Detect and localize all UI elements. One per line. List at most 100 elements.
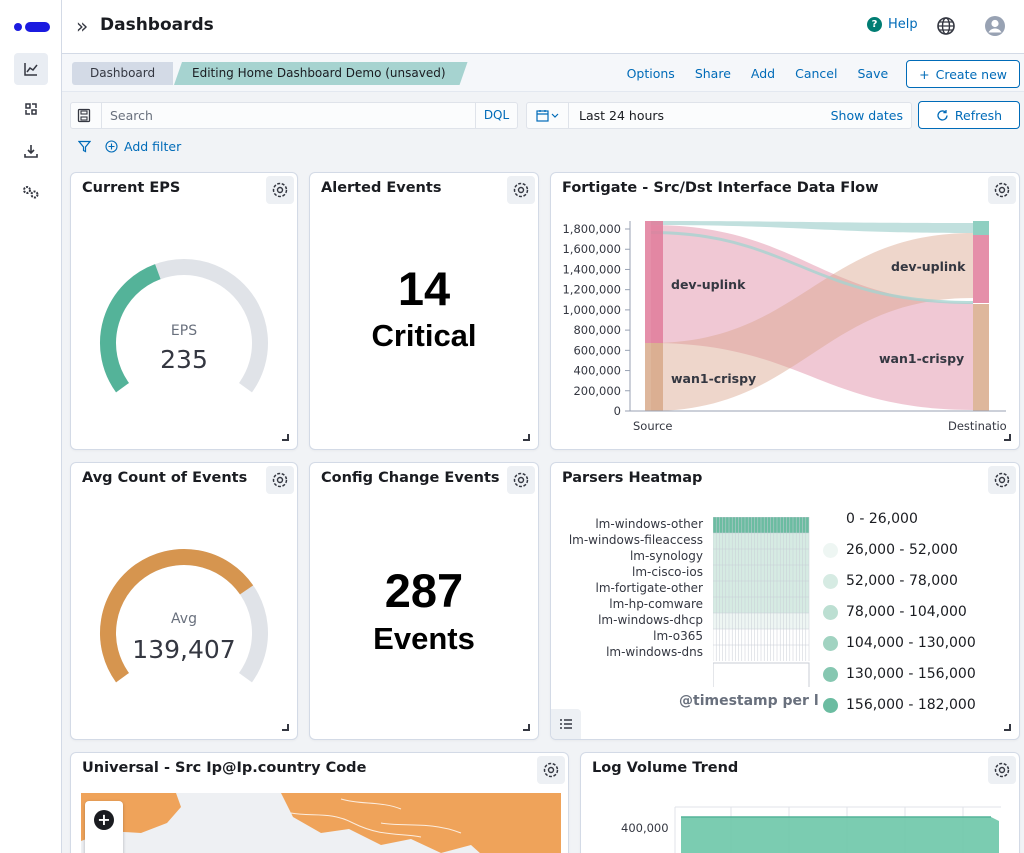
gauge-value: 235: [160, 345, 208, 374]
refresh-icon: [937, 109, 948, 121]
expand-nav-icon[interactable]: »: [76, 14, 89, 38]
y-tick-label: 1,000,000: [562, 303, 621, 317]
legend-label: 52,000 - 78,000: [846, 573, 958, 589]
panel-options-gear-icon[interactable]: [988, 466, 1016, 494]
panel-options-gear-icon[interactable]: [507, 176, 535, 204]
create-new-button[interactable]: + Create new: [906, 60, 1020, 88]
resize-handle[interactable]: [1004, 434, 1011, 441]
panel-options-gear-icon[interactable]: [537, 756, 565, 784]
query-language-button[interactable]: DQL: [475, 103, 517, 128]
nav-download-icon[interactable]: [14, 135, 48, 167]
y-tick-label: 400,000: [573, 364, 621, 378]
panel-avg-count: Avg Count of Events Avg 139,407: [70, 462, 298, 740]
legend-label: 104,000 - 130,000: [846, 635, 976, 651]
legend-item[interactable]: 26,000 - 52,000: [823, 542, 958, 558]
breadcrumb-editing: Editing Home Dashboard Demo (unsaved): [174, 62, 468, 85]
add-button[interactable]: Add: [750, 66, 776, 81]
nav-settings-icon[interactable]: [14, 176, 48, 208]
refresh-button[interactable]: Refresh: [918, 101, 1020, 129]
y-tick-label: 1,400,000: [562, 262, 621, 276]
edit-actions: Options Share Add Cancel Save + Create n…: [617, 60, 1020, 88]
node-label: dev-uplink: [671, 277, 746, 292]
legend-item[interactable]: 78,000 - 104,000: [823, 604, 967, 620]
date-picker: Last 24 hours Show dates: [526, 102, 912, 129]
legend-swatch: [823, 604, 838, 620]
node-label: wan1-crispy: [671, 371, 756, 386]
panel-log-volume: Log Volume Trend 400,000: [580, 752, 1020, 853]
panel-title: Universal - Src Ip@Ip.country Code: [82, 760, 367, 776]
legend-item[interactable]: 52,000 - 78,000: [823, 573, 958, 589]
panel-options-gear-icon[interactable]: [266, 176, 294, 204]
legend-toggle-list-icon[interactable]: [551, 709, 581, 739]
node-source-devuplink: [645, 221, 663, 343]
panel-options-gear-icon[interactable]: [507, 466, 535, 494]
flow-devuplink-to-devuplink: [651, 221, 973, 233]
share-button[interactable]: Share: [694, 66, 731, 81]
resize-handle[interactable]: [523, 724, 530, 731]
heatmap-row-label: lm-windows-fileaccess: [568, 533, 703, 547]
legend-swatch: [823, 573, 838, 589]
panel-options-gear-icon[interactable]: [266, 466, 294, 494]
options-button[interactable]: Options: [626, 66, 675, 81]
nav-analytics-icon[interactable]: [14, 53, 48, 85]
legend-item[interactable]: 130,000 - 156,000: [823, 666, 976, 682]
heatmap-legend: 0 - 26,000 26,000 - 52,000 52,000 - 78,000…: [823, 511, 1013, 713]
heatmap-row-label: lm-synology: [629, 549, 703, 563]
panel-universal-map: Universal - Src Ip@Ip.country Code +: [70, 752, 569, 853]
world-map[interactable]: [81, 793, 561, 853]
user-avatar-icon[interactable]: [984, 15, 1006, 37]
x-tick-label: Source: [633, 419, 673, 433]
panel-title: Avg Count of Events: [82, 470, 248, 486]
panel-parsers-heatmap: Parsers Heatmap lm-windows-other lm-windo…: [550, 462, 1020, 740]
save-button[interactable]: Save: [857, 66, 889, 81]
legend-item[interactable]: 0 - 26,000: [823, 511, 918, 527]
resize-handle[interactable]: [282, 434, 289, 441]
metric-value: 287: [384, 564, 464, 617]
breadcrumb-dashboard[interactable]: Dashboard: [72, 62, 174, 85]
legend-item[interactable]: 156,000 - 182,000: [823, 697, 976, 713]
map-zoom-control: +: [85, 801, 123, 853]
filter-icon[interactable]: [78, 140, 91, 153]
saved-query-icon[interactable]: [77, 108, 91, 123]
legend-item[interactable]: 104,000 - 130,000: [823, 635, 976, 651]
quick-select-button[interactable]: [527, 103, 569, 128]
flow-devuplink-to-wan1: [651, 225, 973, 410]
show-dates-button[interactable]: Show dates: [830, 108, 903, 123]
app-logo[interactable]: [14, 20, 50, 34]
edit-toolbar: Dashboard Editing Home Dashboard Demo (u…: [62, 54, 1024, 92]
node-dest-devuplink-main: [973, 235, 989, 303]
y-tick-label: 0: [614, 404, 621, 418]
calendar-icon: [536, 110, 549, 122]
gauge-fill: [100, 549, 254, 683]
heatmap-x-axis: [713, 662, 810, 687]
create-new-label: Create new: [935, 66, 1007, 82]
log-volume-chart: 400,000: [621, 806, 1001, 853]
volume-area: [681, 817, 999, 853]
metric-value: 14: [397, 262, 451, 315]
panel-options-gear-icon[interactable]: [988, 176, 1016, 204]
resize-handle[interactable]: [1004, 724, 1011, 731]
heatmap-row-label: lm-fortigate-other: [595, 581, 703, 595]
zoom-in-button[interactable]: +: [94, 810, 114, 830]
chevron-down-icon: [551, 113, 559, 118]
add-filter-button[interactable]: Add filter: [105, 139, 181, 154]
panel-options-gear-icon[interactable]: [988, 756, 1016, 784]
legend-label: 156,000 - 182,000: [846, 697, 976, 713]
y-ticks: 1,800,000 1,600,000 1,400,000 1,200,000 1,00…: [562, 222, 630, 418]
cancel-button[interactable]: Cancel: [795, 66, 838, 81]
search-input[interactable]: [101, 103, 475, 128]
help-link[interactable]: ? Help: [867, 17, 918, 32]
y-tick-label: 800,000: [573, 323, 621, 337]
nav-integrations-icon[interactable]: [14, 93, 48, 125]
panel-title: Current EPS: [82, 180, 181, 196]
panel-title: Config Change Events: [321, 470, 500, 486]
heatmap-row-label: lm-hp-comware: [609, 597, 703, 611]
node-label: dev-uplink: [891, 259, 966, 274]
panel-config-change: Config Change Events 287 Events: [309, 462, 539, 740]
resize-handle[interactable]: [523, 434, 530, 441]
date-range-value[interactable]: Last 24 hours: [579, 108, 665, 123]
globe-icon[interactable]: [936, 16, 956, 36]
y-tick-label: 1,800,000: [562, 222, 621, 236]
plus-circle-icon: [105, 140, 118, 153]
resize-handle[interactable]: [282, 724, 289, 731]
